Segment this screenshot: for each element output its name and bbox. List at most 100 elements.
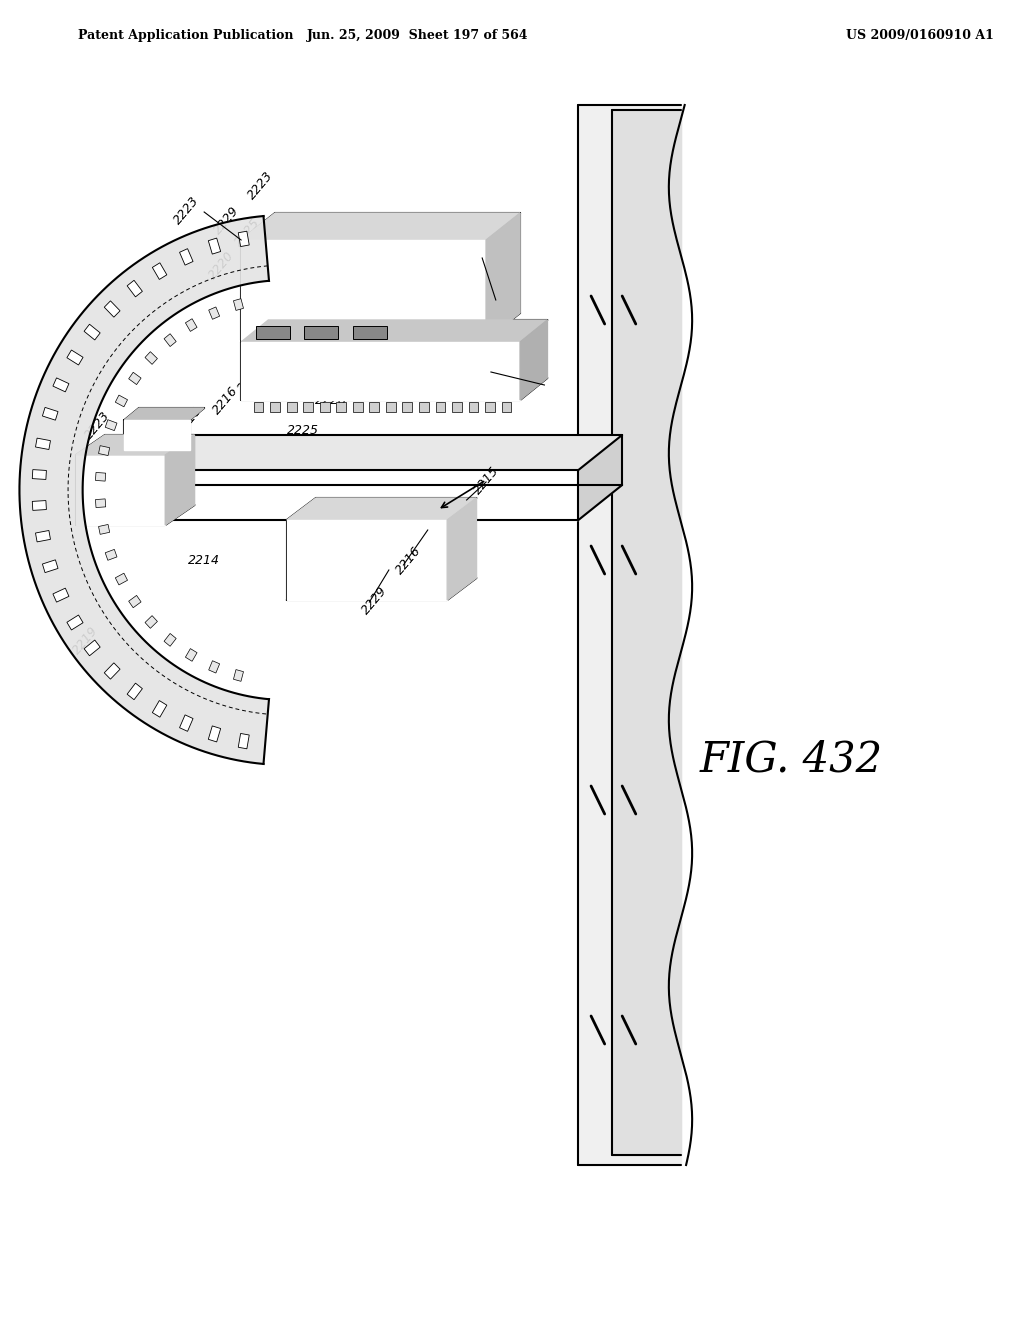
Polygon shape — [241, 319, 547, 342]
Text: 2223: 2223 — [171, 194, 202, 227]
Polygon shape — [239, 231, 249, 247]
Bar — [336, 403, 346, 412]
Text: 2214: 2214 — [188, 553, 220, 566]
Polygon shape — [95, 473, 105, 480]
Polygon shape — [129, 372, 141, 384]
Polygon shape — [104, 301, 120, 317]
Polygon shape — [98, 524, 110, 535]
Text: Patent Application Publication: Patent Application Publication — [78, 29, 293, 41]
Bar — [419, 403, 429, 412]
Bar — [304, 326, 338, 339]
Bar — [402, 403, 413, 412]
Text: 2225: 2225 — [232, 215, 263, 248]
Polygon shape — [520, 319, 547, 400]
Polygon shape — [153, 263, 167, 280]
Text: 2219: 2219 — [71, 623, 100, 656]
Text: FIG. 432: FIG. 432 — [700, 739, 883, 781]
Polygon shape — [53, 378, 69, 392]
Polygon shape — [486, 213, 520, 341]
Polygon shape — [105, 549, 117, 560]
Polygon shape — [19, 216, 269, 764]
Polygon shape — [127, 280, 142, 297]
Polygon shape — [67, 615, 83, 630]
Text: 2225: 2225 — [288, 424, 319, 437]
Polygon shape — [33, 500, 46, 511]
Polygon shape — [239, 734, 249, 748]
Polygon shape — [145, 351, 158, 364]
Text: 2218: 2218 — [174, 404, 205, 437]
Bar — [469, 403, 478, 412]
Polygon shape — [141, 470, 579, 520]
Polygon shape — [125, 420, 189, 450]
Bar — [386, 403, 395, 412]
Text: Jun. 25, 2009  Sheet 197 of 564: Jun. 25, 2009 Sheet 197 of 564 — [307, 29, 528, 41]
Polygon shape — [209, 661, 219, 673]
Bar — [303, 403, 313, 412]
Polygon shape — [241, 213, 520, 240]
Polygon shape — [185, 318, 197, 331]
Text: 2229: 2229 — [236, 362, 266, 395]
Polygon shape — [579, 106, 681, 1166]
Polygon shape — [125, 408, 204, 420]
Bar — [256, 326, 290, 339]
Polygon shape — [116, 573, 128, 585]
Bar — [319, 403, 330, 412]
Polygon shape — [105, 420, 117, 430]
Polygon shape — [233, 298, 244, 310]
Text: 2215: 2215 — [471, 463, 502, 496]
Polygon shape — [447, 498, 476, 601]
Polygon shape — [164, 334, 176, 347]
Polygon shape — [179, 248, 194, 265]
Text: 2229: 2229 — [211, 203, 242, 236]
Polygon shape — [287, 498, 476, 520]
Text: 2229: 2229 — [359, 583, 389, 616]
Polygon shape — [241, 240, 486, 341]
Polygon shape — [164, 634, 176, 647]
Polygon shape — [612, 110, 681, 1155]
Text: US 2009/0160910 A1: US 2009/0160910 A1 — [846, 29, 993, 41]
Polygon shape — [95, 499, 105, 508]
Polygon shape — [153, 701, 167, 717]
Polygon shape — [129, 595, 141, 607]
Bar — [287, 403, 297, 412]
Polygon shape — [209, 308, 219, 319]
Text: 2223: 2223 — [265, 304, 295, 337]
Polygon shape — [33, 470, 46, 479]
Bar — [452, 403, 462, 412]
Polygon shape — [287, 520, 447, 601]
Polygon shape — [145, 615, 158, 628]
Bar — [485, 403, 495, 412]
Polygon shape — [53, 589, 69, 602]
Polygon shape — [98, 446, 110, 455]
Polygon shape — [141, 436, 623, 470]
Text: 2220: 2220 — [207, 248, 237, 281]
Bar — [353, 326, 387, 339]
Bar — [502, 403, 511, 412]
Polygon shape — [84, 325, 100, 341]
Text: 2228: 2228 — [314, 393, 346, 407]
Polygon shape — [233, 669, 244, 681]
Text: 2227: 2227 — [476, 348, 506, 381]
Polygon shape — [208, 238, 220, 253]
Polygon shape — [579, 436, 623, 520]
Polygon shape — [185, 648, 197, 661]
Bar — [370, 403, 379, 412]
Polygon shape — [104, 663, 120, 678]
Polygon shape — [165, 436, 195, 525]
Text: 2223: 2223 — [246, 169, 275, 202]
Text: 2216: 2216 — [210, 384, 241, 416]
Text: 2216: 2216 — [246, 235, 275, 268]
Polygon shape — [179, 715, 194, 731]
Polygon shape — [36, 531, 50, 543]
Polygon shape — [76, 436, 195, 455]
Polygon shape — [36, 438, 50, 450]
Bar — [353, 403, 362, 412]
Text: 2223: 2223 — [82, 409, 113, 441]
Polygon shape — [84, 640, 100, 656]
Polygon shape — [42, 408, 58, 420]
Polygon shape — [127, 684, 142, 700]
Text: 2226: 2226 — [467, 235, 498, 268]
Polygon shape — [116, 395, 128, 407]
Polygon shape — [241, 342, 520, 400]
Polygon shape — [67, 350, 83, 366]
